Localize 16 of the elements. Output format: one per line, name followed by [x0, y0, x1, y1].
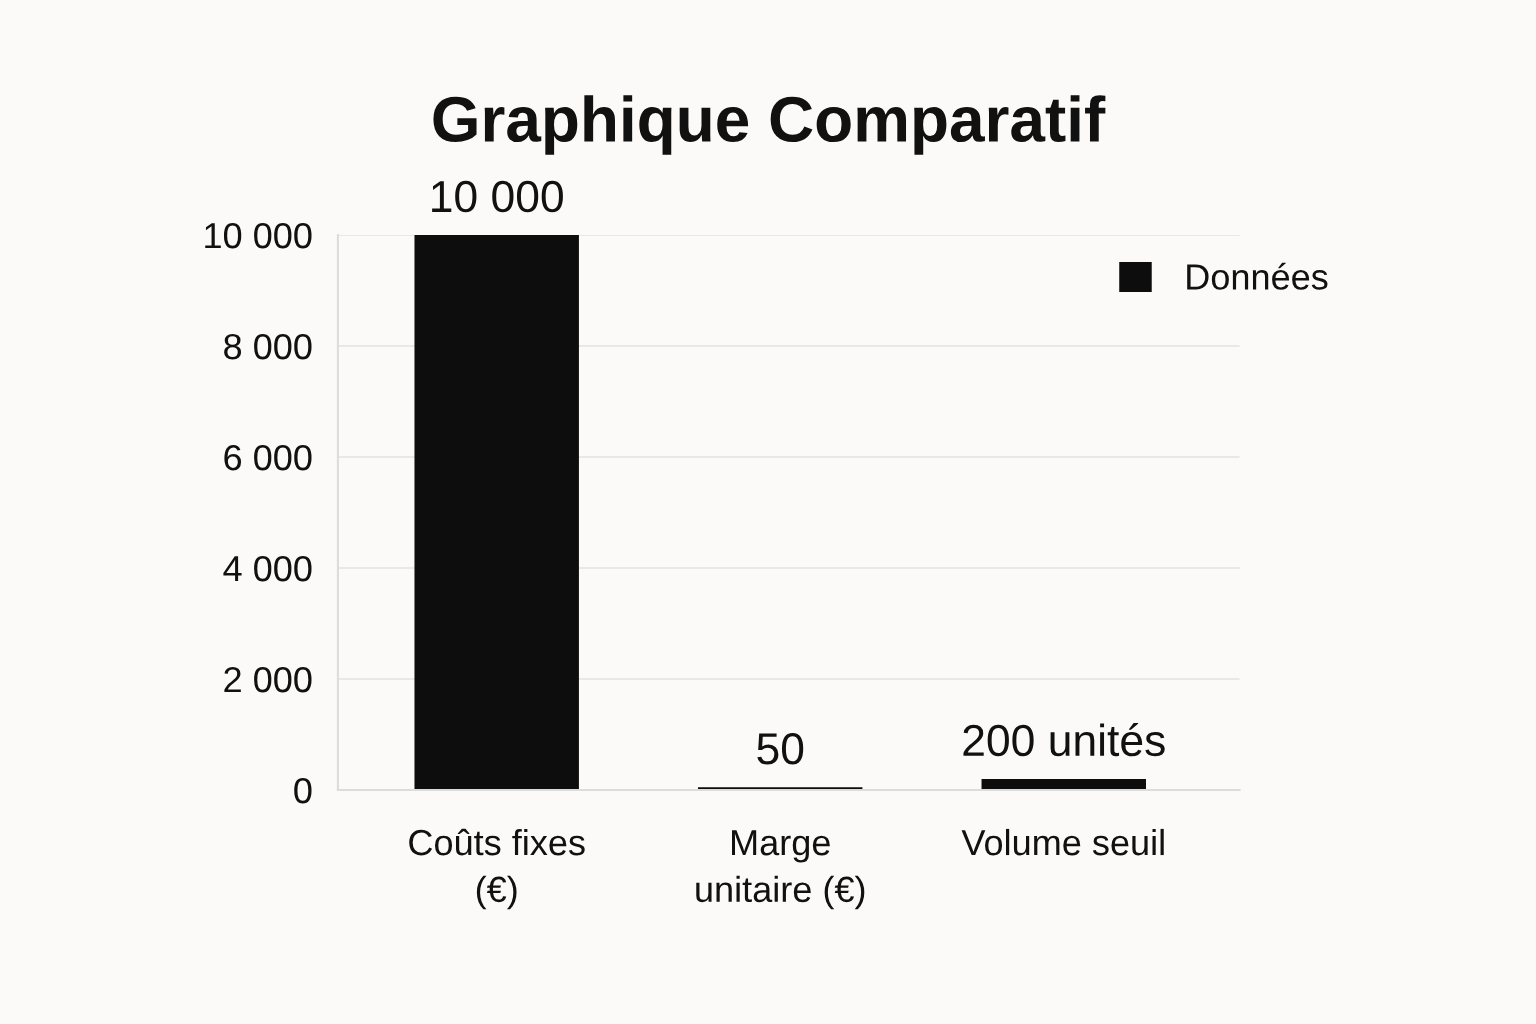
y-tick-label: 2 000: [224, 666, 312, 693]
x-tick-label: Coûts fixes (€): [409, 828, 585, 910]
y-tick-label: 10 000: [205, 222, 312, 249]
legend-label: Données: [1187, 262, 1328, 290]
data-label: 50: [757, 733, 804, 765]
x-tick-label: Volume seuil: [961, 828, 1164, 856]
y-tick-label: 6 000: [224, 444, 312, 471]
y-tick-label: 0: [294, 777, 312, 804]
y-tick-label: 8 000: [224, 333, 312, 360]
x-tick-label: Marge unitaire (€): [696, 830, 865, 910]
y-tick-label: 4 000: [223, 555, 312, 582]
bar: [414, 235, 579, 791]
chart-title: Graphique Comparatif: [433, 95, 1106, 155]
bar: [981, 778, 1146, 791]
data-label: 10 000: [432, 180, 563, 213]
data-label: 200 unités: [963, 723, 1165, 757]
